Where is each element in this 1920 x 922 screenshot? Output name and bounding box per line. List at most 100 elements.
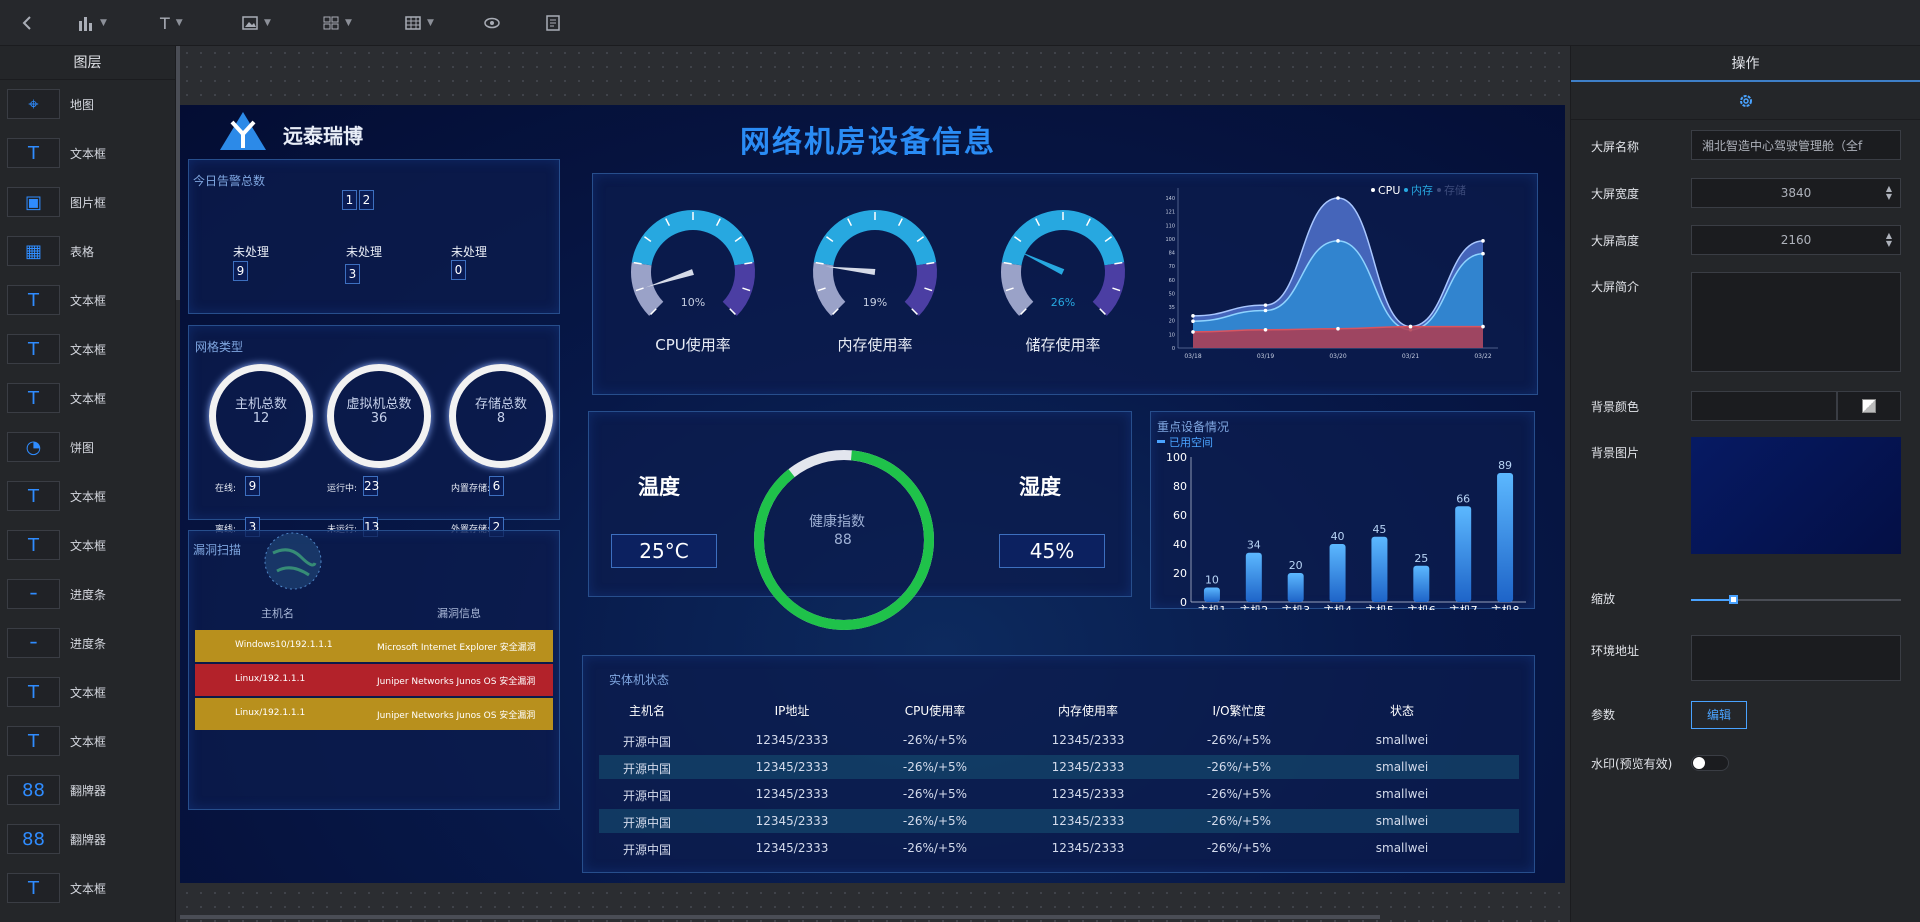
gauge-label: CPU使用率: [655, 336, 731, 354]
layers-title: 图层: [0, 46, 175, 80]
gauge-tick: [633, 261, 642, 265]
table-cell: -26%/+5%: [902, 841, 968, 855]
layer-item-label: 文本框: [70, 343, 107, 357]
preview-button[interactable]: [484, 10, 500, 36]
y-tick-label: 110: [1165, 223, 1175, 229]
bg-color-input[interactable]: [1691, 391, 1837, 421]
layer-item[interactable]: T 文本框: [0, 864, 176, 913]
layer-item[interactable]: ◔ 饼图: [0, 423, 176, 472]
image-menu-button[interactable]: ▼: [242, 10, 271, 36]
layer-item[interactable]: 88 翻牌器: [0, 766, 176, 815]
layer-item[interactable]: T 文本框: [0, 276, 176, 325]
screen-width-label: 大屏宽度: [1591, 187, 1640, 201]
layers-scrollbar[interactable]: [176, 46, 180, 300]
layer-item[interactable]: T 文本框: [0, 717, 176, 766]
circle-label: 存储总数: [474, 397, 527, 412]
vuln-info: Juniper Networks Junos OS 安全漏洞: [377, 711, 536, 721]
layer-item[interactable]: T 文本框: [0, 325, 176, 374]
usage-panel[interactable]: 10% CPU使用率 19% 内存使用率 26% 储存使用率 0 10 20 35 50 60 70 8…: [592, 173, 1538, 395]
bar: [1497, 472, 1514, 602]
eye-icon: [484, 17, 500, 29]
vuln-row[interactable]: Windows10/192.1.1.1 Microsoft Internet Ex…: [195, 630, 553, 662]
series-point: [1481, 239, 1485, 243]
layer-item[interactable]: 88 翻牌器: [0, 815, 176, 864]
table-icon: [405, 16, 421, 30]
zoom-slider-track[interactable]: [1691, 595, 1901, 604]
table-row[interactable]: 开源中国 12345/2333 -26%/+5% 12345/2333 -26%/+5%…: [599, 782, 1519, 806]
screen-name-input[interactable]: 湘北智造中心驾驶管理舱（全f: [1691, 130, 1901, 160]
network-type-panel[interactable]: 网格类型 主机总数 12 虚拟机总数 36 存储总数 8 在线: 9 运行中: 23 内置存储: 6…: [188, 325, 560, 537]
layer-item[interactable]: T 文本框: [0, 668, 176, 717]
table-row[interactable]: 开源中国 12345/2333 -26%/+5% 12345/2333 -26%/+5%…: [599, 809, 1519, 833]
screen-desc-label: 大屏简介: [1591, 280, 1640, 294]
gear-icon: [1739, 94, 1752, 107]
circle-value: 36: [370, 411, 388, 426]
alarm-panel[interactable]: 今日告警总数 1 2 未处理 9 未处理 3 未处理 0: [188, 159, 560, 314]
machine-status-panel[interactable]: 实体机状态 主机名 IP地址 CPU使用率 内存使用率 I/O繁忙度 状态 开源中国 1234…: [582, 655, 1535, 873]
table-row[interactable]: 开源中国 12345/2333 -26%/+5% 12345/2333 -26%/+5%…: [599, 836, 1519, 860]
table-header-cell: 主机名: [628, 704, 665, 718]
health-label: 健康指数: [809, 514, 865, 530]
table-menu-button[interactable]: ▼: [405, 10, 434, 36]
circle-label: 主机总数: [234, 397, 287, 412]
layer-item[interactable]: ━ 进度条: [0, 570, 176, 619]
vuln-host: Linux/192.1.1.1: [235, 674, 306, 684]
watermark-toggle[interactable]: [1691, 755, 1729, 771]
network-count-circle: 虚拟机总数 36: [327, 364, 431, 468]
vuln-row[interactable]: Linux/192.1.1.1 Juniper Networks Junos OS…: [195, 664, 553, 696]
back-icon[interactable]: [20, 10, 34, 36]
env-address-textarea[interactable]: [1691, 635, 1901, 681]
gauge-tick: [1014, 236, 1022, 243]
zoom-slider-handle[interactable]: [1729, 595, 1738, 604]
layer-item-label: 翻牌器: [70, 833, 107, 847]
gauge-arc: [722, 262, 755, 316]
alarm-digit: 2: [359, 190, 374, 210]
gauge: 19%: [813, 209, 937, 316]
layer-item[interactable]: ▣ 图片框: [0, 178, 176, 227]
layer-item[interactable]: ━ 进度条: [0, 619, 176, 668]
text-menu-button[interactable]: T ▼: [160, 13, 183, 33]
layer-item[interactable]: ▦ 表格: [0, 227, 176, 276]
chart-menu-button[interactable]: ▼: [78, 10, 107, 36]
stepper-icon[interactable]: ▲ ▼: [1885, 231, 1892, 248]
table-cell: 12345/2333: [1051, 733, 1125, 747]
network-stat-label: 在线:: [215, 484, 237, 494]
humidity-label: 湿度: [1019, 475, 1061, 499]
properties-panel: 操作 大屏名称 湘北智造中心驾驶管理舱（全f 大屏宽度 3840 ▲ ▼ 大屏高度 …: [1570, 46, 1920, 922]
screen-height-input[interactable]: 2160 ▲ ▼: [1691, 225, 1901, 255]
alarm-item-label: 未处理: [346, 245, 383, 259]
table-cell: 开源中国: [622, 843, 671, 857]
layer-item[interactable]: ⌖ 地图: [0, 80, 176, 129]
table-row[interactable]: 开源中国 12345/2333 -26%/+5% 12345/2333 -26%/+5%…: [599, 728, 1519, 752]
text-icon: T: [7, 334, 60, 364]
bg-image-preview[interactable]: [1691, 437, 1901, 554]
bar-value-label: 40: [1331, 530, 1345, 543]
vuln-info: Juniper Networks Junos OS 安全漏洞: [377, 677, 536, 687]
stepper-icon[interactable]: ▲ ▼: [1885, 184, 1892, 201]
grid-menu-button[interactable]: ▼: [323, 10, 352, 36]
layer-item[interactable]: T 文本框: [0, 374, 176, 423]
color-picker-button[interactable]: [1837, 391, 1901, 421]
dashboard-screen[interactable]: 远泰瑞博 网络机房设备信息 今日告警总数 1 2 未处理 9 未处理 3 未处理…: [180, 105, 1565, 883]
alarm-item-label: 未处理: [233, 245, 270, 259]
layer-item-label: 进度条: [70, 588, 107, 602]
vuln-scan-panel[interactable]: 漏洞扫描 主机名 漏洞信息 Windows10/192.1.1.1 Microso…: [188, 530, 560, 810]
vuln-row[interactable]: Linux/192.1.1.1 Juniper Networks Junos OS…: [195, 698, 553, 730]
canvas-h-scrollbar[interactable]: [180, 915, 1380, 919]
edit-params-button[interactable]: 编辑: [1691, 701, 1747, 729]
y-tick-label: 70: [1169, 264, 1175, 270]
table-row[interactable]: 开源中国 12345/2333 -26%/+5% 12345/2333 -26%/+5%…: [599, 755, 1519, 779]
bar-value-label: 20: [1289, 559, 1303, 572]
screen-width-input[interactable]: 3840 ▲ ▼: [1691, 178, 1901, 208]
layer-item[interactable]: T 文本框: [0, 521, 176, 570]
settings-tab[interactable]: [1571, 82, 1920, 120]
notes-button[interactable]: [546, 10, 560, 36]
environment-panel[interactable]: 温度 25°C 健康指数 88 湿度 45%: [588, 411, 1132, 630]
screen-desc-textarea[interactable]: [1691, 272, 1901, 372]
temp-value: 25°C: [611, 534, 717, 568]
gauge-tick: [1099, 308, 1106, 315]
layer-item[interactable]: T 文本框: [0, 472, 176, 521]
layer-item[interactable]: T 文本框: [0, 129, 176, 178]
vuln-host: Linux/192.1.1.1: [235, 708, 306, 718]
